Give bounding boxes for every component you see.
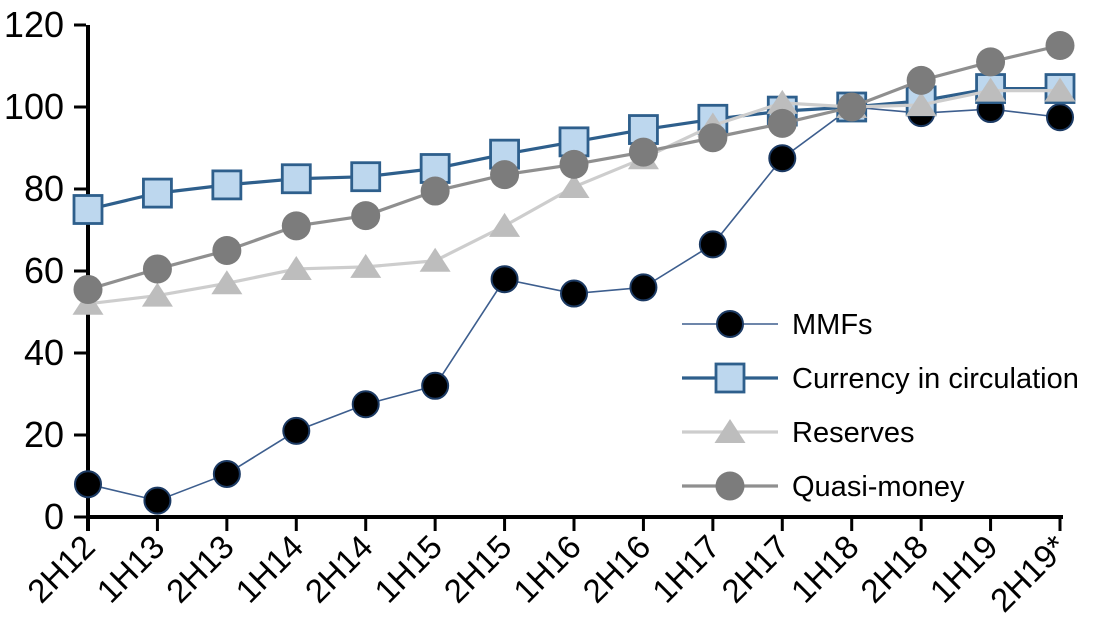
data-point-mmfs xyxy=(351,390,380,419)
data-point-quasi-money xyxy=(281,211,311,241)
y-tick-label: 120 xyxy=(4,4,64,45)
x-tick-label: 1H13 xyxy=(89,528,171,610)
x-tick-label: 1H17 xyxy=(645,528,727,610)
data-point-reserves xyxy=(489,212,521,237)
data-point-quasi-money xyxy=(698,123,728,153)
data-point-mmfs xyxy=(74,470,102,499)
data-point-quasi-money xyxy=(351,201,381,231)
data-point-mmfs xyxy=(421,371,450,400)
series-mmfs xyxy=(74,93,1074,515)
data-point-mmfs xyxy=(490,265,519,294)
legend-item-currency-in-circulation: Currency in circulation xyxy=(682,362,1079,395)
data-point-mmfs xyxy=(560,279,588,308)
legend-marker-reserves xyxy=(714,419,746,443)
legend-label-mmfs: MMFs xyxy=(792,309,873,341)
data-point-reserves xyxy=(419,247,451,272)
data-point-reserves xyxy=(766,89,798,114)
legend-item-mmfs: MMFs xyxy=(682,309,873,341)
x-tick-label: 1H15 xyxy=(367,528,449,610)
data-point-reserves xyxy=(280,255,312,280)
data-point-currency-in-circulation xyxy=(72,194,104,225)
data-point-reserves xyxy=(211,270,243,295)
x-tick-label: 2H12 xyxy=(20,528,102,610)
legend-marker-quasi-money xyxy=(715,471,745,501)
data-point-quasi-money xyxy=(142,254,172,284)
data-point-reserves xyxy=(350,253,382,278)
data-point-quasi-money xyxy=(559,149,589,179)
data-point-quasi-money xyxy=(73,274,103,304)
data-point-mmfs xyxy=(1046,103,1074,132)
data-point-quasi-money xyxy=(767,108,797,138)
legend-marker-mmfs xyxy=(716,310,744,338)
data-point-currency-in-circulation xyxy=(350,161,382,193)
data-point-quasi-money xyxy=(420,176,450,206)
y-tick-label: 80 xyxy=(24,168,64,209)
x-tick-label: 2H19* xyxy=(983,528,1074,619)
x-tick-label: 1H18 xyxy=(784,528,866,610)
x-tick-label: 2H18 xyxy=(853,528,935,610)
x-tick-label: 2H15 xyxy=(437,528,519,610)
data-point-currency-in-circulation xyxy=(211,169,243,201)
data-point-quasi-money xyxy=(1045,31,1075,60)
legend-item-reserves: Reserves xyxy=(682,417,915,449)
data-point-quasi-money xyxy=(490,160,520,190)
data-point-reserves xyxy=(1044,77,1076,102)
data-point-mmfs xyxy=(282,416,311,445)
y-tick-label: 100 xyxy=(4,86,64,127)
legend-label-currency-in-circulation: Currency in circulation xyxy=(792,363,1079,395)
data-point-reserves xyxy=(558,173,590,198)
data-point-mmfs xyxy=(768,144,797,173)
data-point-currency-in-circulation xyxy=(280,163,312,195)
x-tick-label: 2H14 xyxy=(298,528,380,610)
legend-label-quasi-money: Quasi-money xyxy=(792,471,965,503)
data-point-quasi-money xyxy=(628,137,658,167)
y-tick-label: 0 xyxy=(44,496,64,537)
y-tick-label: 20 xyxy=(24,414,64,455)
data-point-mmfs xyxy=(143,486,172,515)
legend-label-reserves: Reserves xyxy=(792,417,915,449)
data-point-mmfs xyxy=(212,459,241,488)
data-point-reserves xyxy=(975,77,1007,102)
legend-marker-currency-in-circulation xyxy=(714,362,746,394)
legend-item-quasi-money: Quasi-money xyxy=(682,471,965,503)
data-point-quasi-money xyxy=(212,236,242,265)
data-point-mmfs xyxy=(698,230,727,259)
x-tick-label: 1H16 xyxy=(506,528,588,610)
data-point-currency-in-circulation xyxy=(142,177,173,209)
x-tick-label: 2H17 xyxy=(714,528,796,610)
y-tick-label: 40 xyxy=(24,332,64,373)
data-point-mmfs xyxy=(629,273,658,302)
x-tick-label: 1H14 xyxy=(228,528,310,610)
data-point-quasi-money xyxy=(837,92,867,122)
x-tick-label: 2H16 xyxy=(575,528,657,610)
series-quasi-money xyxy=(73,31,1075,304)
y-tick-label: 60 xyxy=(24,250,64,291)
data-point-quasi-money xyxy=(976,47,1006,77)
legend: MMFs Currency in circulation Reserves Quasi… xyxy=(682,309,1079,503)
x-tick-label: 2H13 xyxy=(159,528,241,610)
data-point-reserves xyxy=(905,91,937,116)
data-point-reserves xyxy=(141,282,173,307)
data-point-quasi-money xyxy=(906,65,936,95)
